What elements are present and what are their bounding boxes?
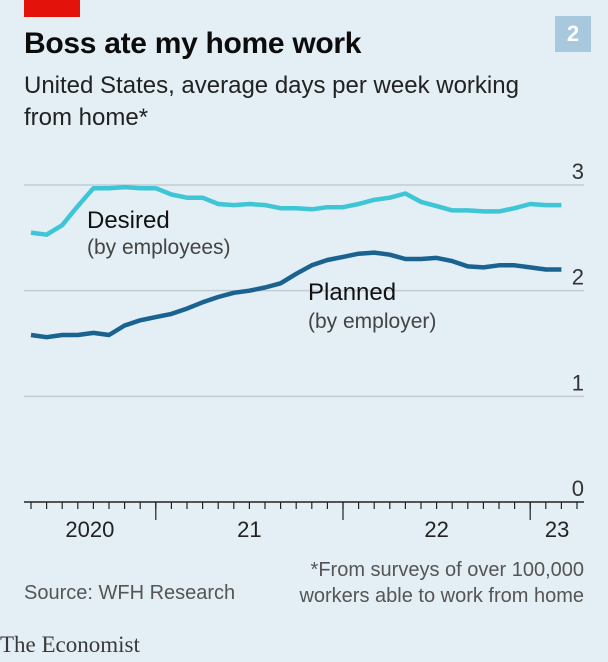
y-tick-label-2: 2 xyxy=(572,265,584,290)
brand-red-tab xyxy=(24,0,80,17)
series-label-planned: Planned xyxy=(308,279,396,306)
series-label-desired: Desired xyxy=(87,207,170,234)
x-tick-label-23: 23 xyxy=(545,517,569,542)
chart-number-badge: 2 xyxy=(555,16,591,52)
y-tick-label-3: 3 xyxy=(572,159,584,184)
footnote: *From surveys of over 100,000 workers ab… xyxy=(299,557,584,609)
footnote-line-1: *From surveys of over 100,000 xyxy=(310,559,584,581)
footnote-line-2: workers able to work from home xyxy=(299,585,584,607)
y-tick-label-0: 0 xyxy=(572,476,584,501)
x-tick-label-2020: 2020 xyxy=(65,517,114,542)
series-sublabel-desired: (by employees) xyxy=(87,236,231,259)
series-line-planned xyxy=(30,250,562,340)
chart-title: Boss ate my home work xyxy=(24,27,362,60)
series-line-desired xyxy=(30,184,562,237)
brand-logo-text: The Economist xyxy=(0,632,140,657)
source-note: Source: WFH Research xyxy=(24,582,236,604)
x-tick-label-21: 21 xyxy=(237,517,261,542)
x-tick-label-22: 22 xyxy=(424,517,448,542)
chart-subtitle: United States, average days per week wor… xyxy=(24,72,519,131)
series-sublabel-planned: (by employer) xyxy=(308,310,436,333)
y-tick-label-1: 1 xyxy=(572,370,584,395)
